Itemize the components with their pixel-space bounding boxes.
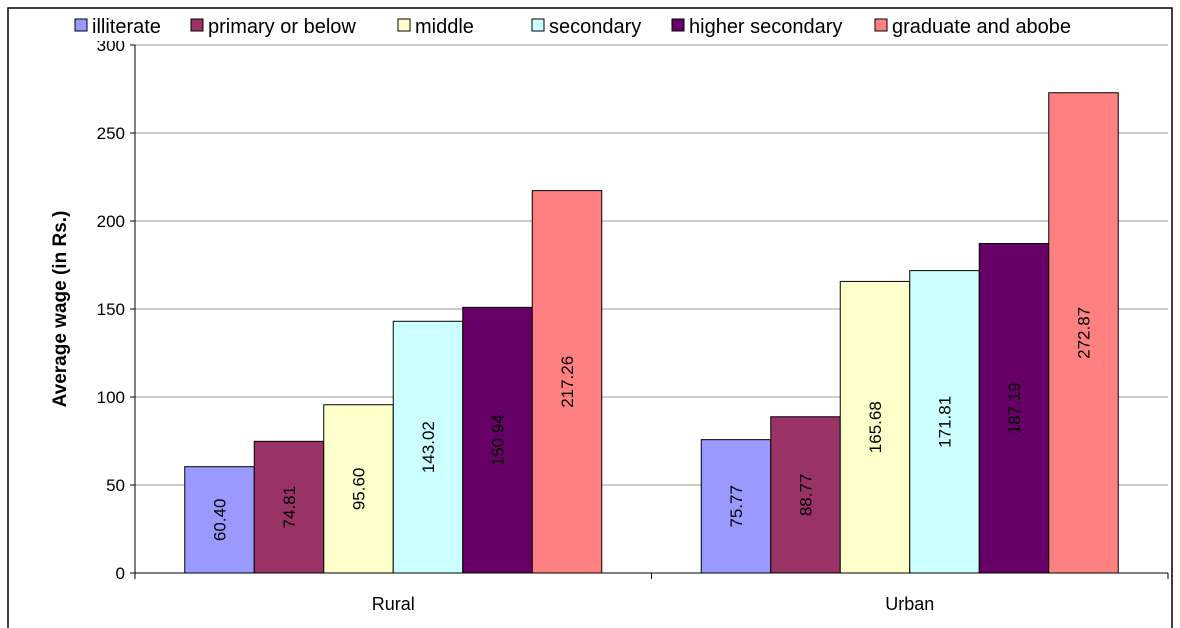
legend-swatch xyxy=(874,18,888,32)
legend-label: higher secondary xyxy=(689,16,842,38)
legend: illiterate primary or below middle secondar… xyxy=(74,16,1071,38)
data-label: 150.94 xyxy=(489,414,508,466)
data-label: 171.81 xyxy=(936,396,955,448)
data-label: 217.26 xyxy=(558,356,577,408)
axes xyxy=(130,44,1169,579)
legend-label: secondary xyxy=(549,16,641,38)
bar-primary-or-below-rural xyxy=(253,440,325,574)
bar-graduate-and-abobe-urban xyxy=(1048,92,1119,574)
legend-label: middle xyxy=(415,16,474,38)
data-label: 74.81 xyxy=(280,486,299,529)
bar-higher-secondary-urban xyxy=(978,243,1050,574)
legend-swatch xyxy=(397,18,411,32)
bar-graduate-and-abobe-rural xyxy=(531,190,603,574)
legend-label: primary or below xyxy=(208,16,356,38)
bar-secondary-urban xyxy=(909,270,980,574)
bar-higher-secondary-rural xyxy=(462,306,533,574)
bar-middle-rural xyxy=(323,404,394,574)
data-label: 95.60 xyxy=(350,468,369,511)
y-axis-label: Average wage (in Rs.) xyxy=(50,211,71,408)
data-label: 272.87 xyxy=(1075,307,1094,359)
legend-swatch xyxy=(671,18,685,32)
y-tick-label: 200 xyxy=(97,212,125,231)
legend-swatch xyxy=(74,18,88,32)
legend-background xyxy=(66,11,1118,41)
bar-secondary-rural xyxy=(392,320,464,574)
data-label: 143.02 xyxy=(419,421,438,473)
legend-swatch xyxy=(531,18,545,32)
data-label: 75.77 xyxy=(727,485,746,528)
data-label: 88.77 xyxy=(797,474,816,517)
data-label: 187.19 xyxy=(1005,382,1024,434)
category-labels: Rural Urban xyxy=(372,594,935,614)
legend-label: graduate and abobe xyxy=(892,16,1071,38)
y-tick-label: 50 xyxy=(106,476,125,495)
bar-primary-or-below-urban xyxy=(770,416,841,574)
category-label: Rural xyxy=(372,594,415,614)
y-tick-label: 250 xyxy=(97,124,125,143)
legend-label: illiterate xyxy=(92,16,161,38)
bars-group: 60.40 74.81 95.60 143.02 150.94 217.26 75.77 88… xyxy=(184,92,1119,574)
legend-swatch xyxy=(190,18,204,32)
data-label: 165.68 xyxy=(866,401,885,453)
y-tick-label: 150 xyxy=(97,300,125,319)
bar-middle-urban xyxy=(839,280,911,574)
data-label: 60.40 xyxy=(211,499,230,542)
y-tick-label: 100 xyxy=(97,388,125,407)
category-label: Urban xyxy=(885,594,934,614)
y-tick-label: 0 xyxy=(116,564,125,583)
chart-border xyxy=(7,7,1173,628)
